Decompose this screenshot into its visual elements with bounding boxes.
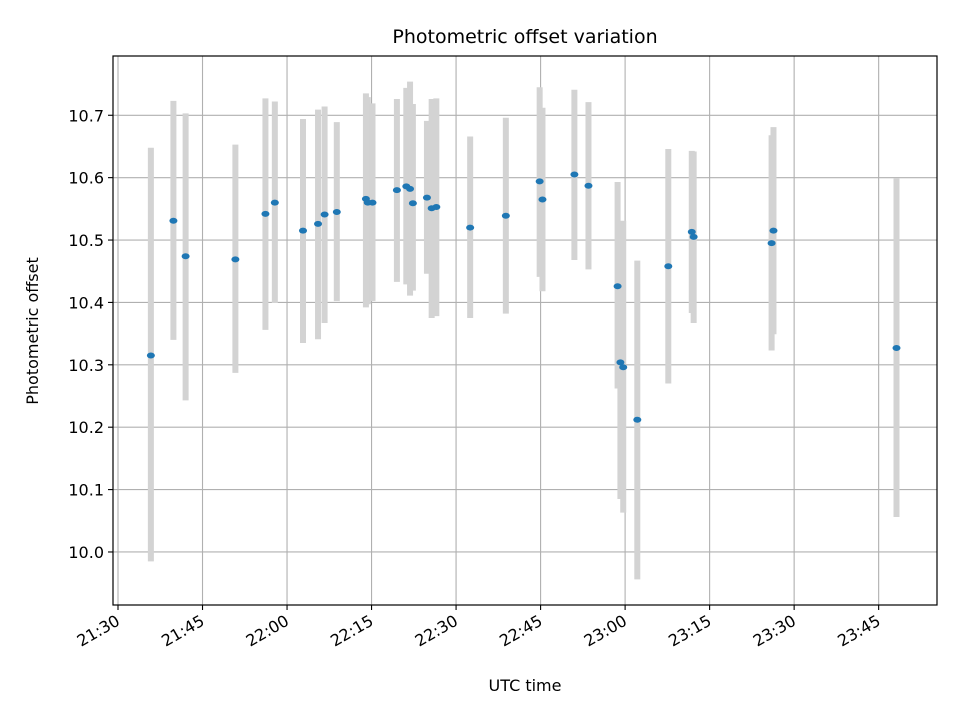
- data-point: [689, 233, 698, 240]
- y-tick-label: 10.2: [68, 418, 104, 437]
- data-point: [320, 211, 329, 218]
- data-point: [146, 352, 155, 359]
- y-axis: 10.0 10.1 10.2 10.3 10.4 10.5 10.6 10.7: [68, 106, 113, 562]
- data-point: [408, 200, 417, 207]
- data-point: [501, 212, 510, 219]
- y-axis-label: Photometric offset: [23, 257, 42, 405]
- data-point: [466, 224, 475, 231]
- data-points: [146, 171, 901, 423]
- data-point: [619, 364, 628, 371]
- y-tick-label: 10.3: [68, 356, 104, 375]
- data-point: [332, 208, 341, 215]
- y-tick-label: 10.7: [68, 106, 104, 125]
- data-point: [169, 217, 178, 224]
- data-point: [270, 199, 279, 206]
- y-tick-label: 10.6: [68, 169, 104, 188]
- data-point: [769, 227, 778, 234]
- data-point: [298, 227, 307, 234]
- data-point: [687, 228, 696, 235]
- data-point: [613, 283, 622, 290]
- data-point: [422, 194, 431, 201]
- y-tick-label: 10.4: [68, 293, 104, 312]
- data-point: [538, 196, 547, 203]
- data-point: [368, 199, 377, 206]
- data-point: [261, 210, 270, 217]
- data-point: [633, 416, 642, 423]
- data-point: [432, 203, 441, 210]
- data-point: [664, 263, 673, 270]
- y-tick-label: 10.5: [68, 231, 104, 250]
- data-point: [231, 256, 240, 263]
- data-point: [892, 344, 901, 351]
- plot-frame: [112, 55, 938, 606]
- y-tick-label: 10.0: [68, 543, 104, 562]
- data-point: [767, 240, 776, 247]
- data-point: [570, 171, 579, 178]
- data-point: [392, 187, 401, 194]
- data-point: [314, 220, 323, 227]
- data-point: [406, 185, 415, 192]
- chart-title: Photometric offset variation: [392, 26, 657, 48]
- y-tick-label: 10.1: [68, 481, 104, 500]
- x-axis-label: UTC time: [489, 676, 562, 695]
- data-point: [181, 253, 190, 260]
- data-point: [535, 178, 544, 185]
- data-point: [584, 182, 593, 189]
- data-point: [616, 359, 625, 366]
